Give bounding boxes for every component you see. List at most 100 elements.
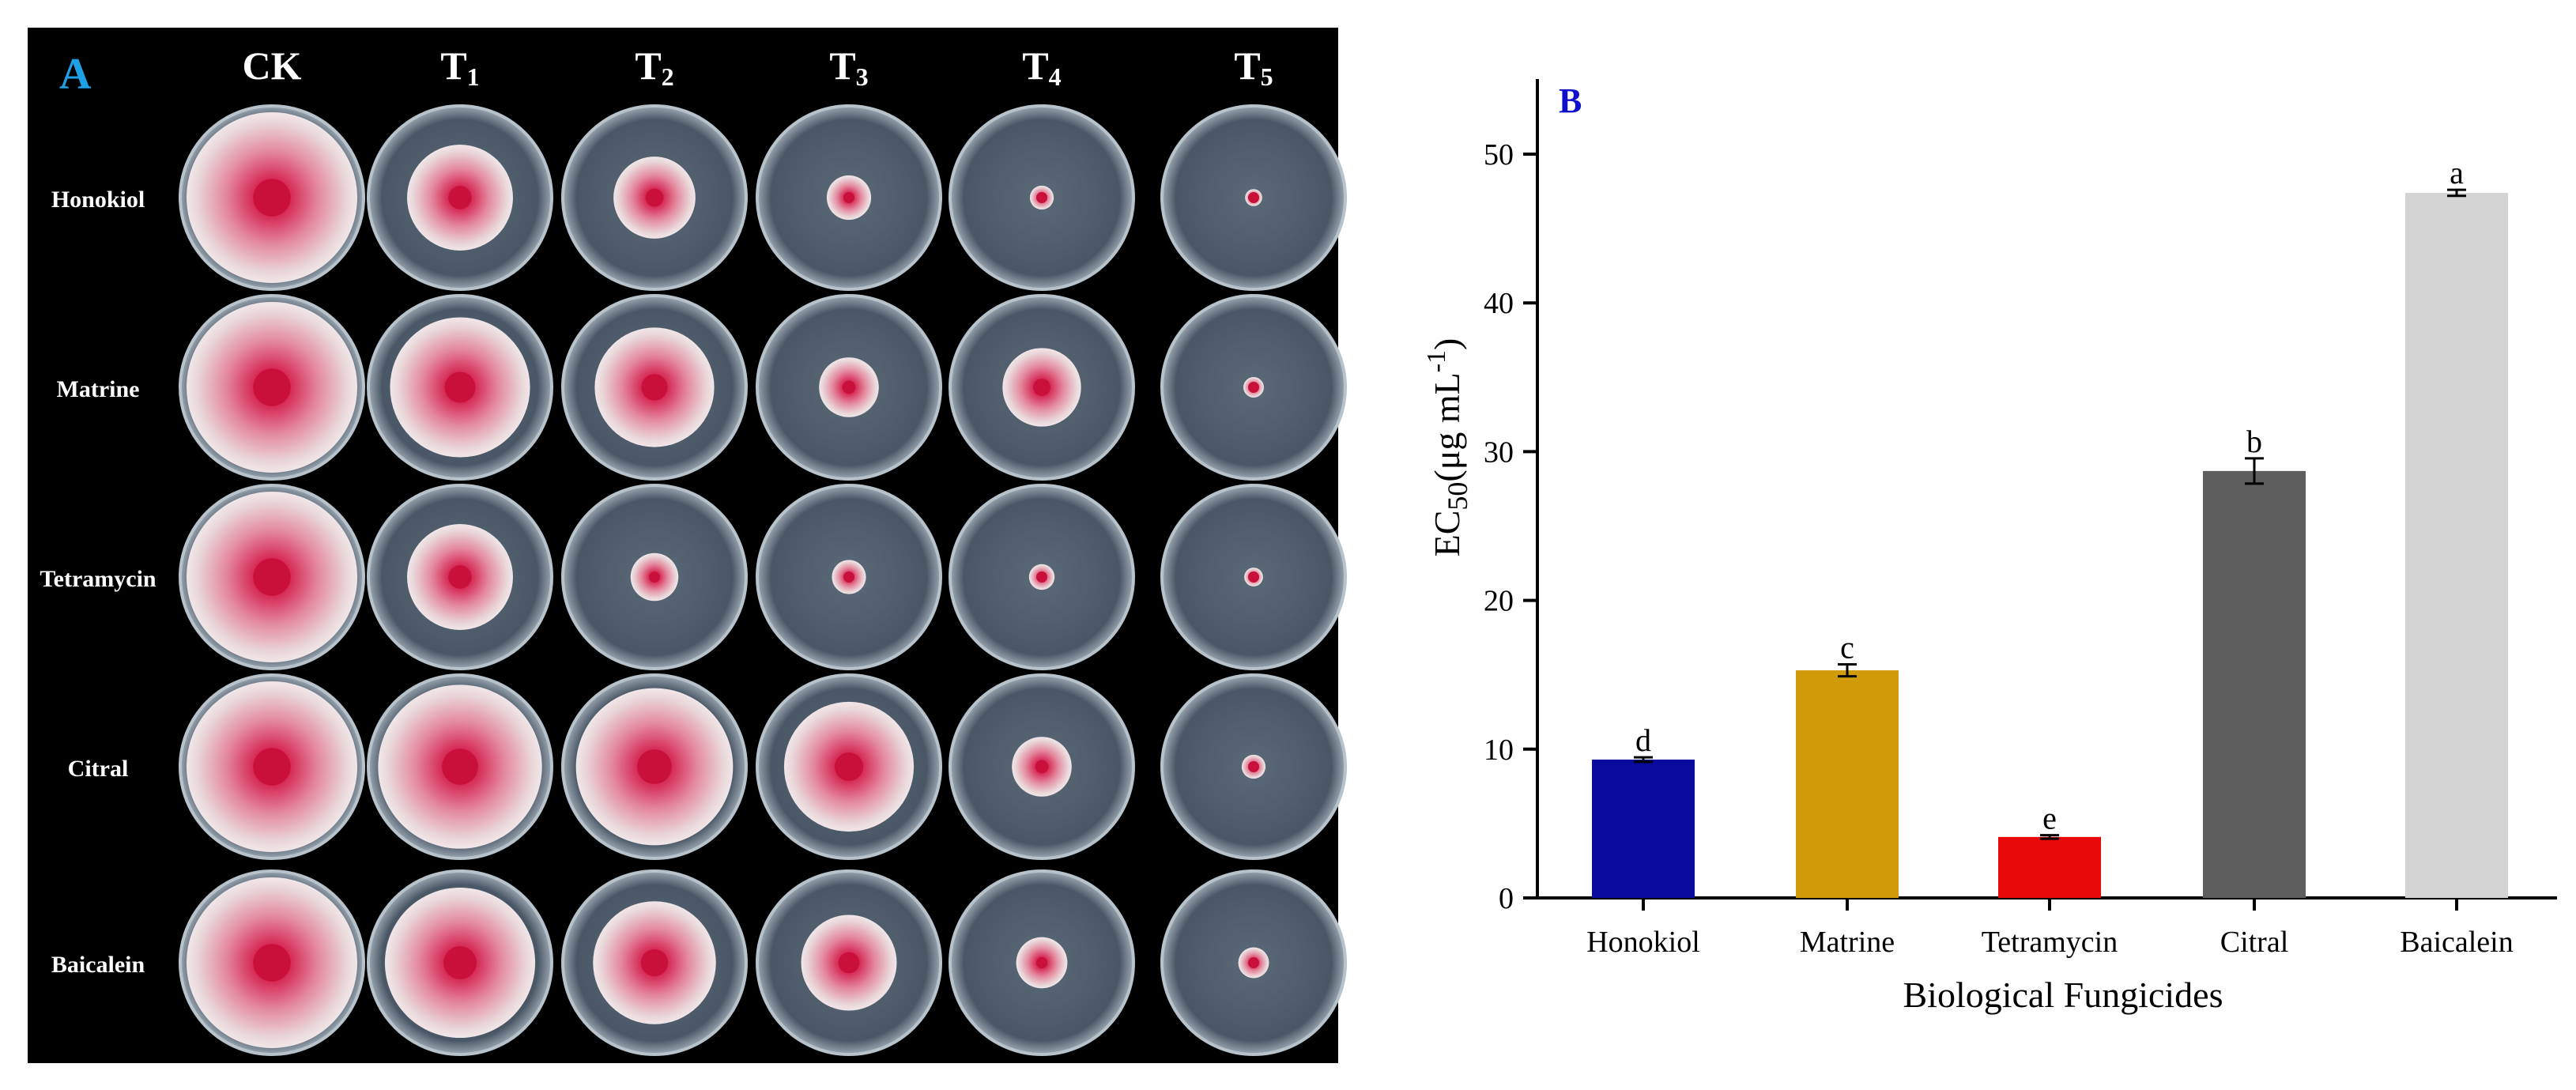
panel-b-bar-chart: B 0 10 20 30 40 50 d c e b a Honokiol Matrine Tetra… — [1422, 79, 2557, 1015]
y-label-close: ) — [1427, 338, 1467, 350]
plate-tetramycin-t4 — [949, 484, 1135, 670]
colony-center — [645, 188, 664, 207]
y-tick-label: 30 — [1484, 436, 1514, 469]
y-tick-label: 20 — [1484, 585, 1514, 618]
colony-center — [649, 571, 660, 583]
x-tick-label-citral: Citral — [2220, 926, 2289, 959]
plates — [179, 104, 1347, 1056]
plate-citral-t5 — [1160, 673, 1347, 860]
colony-center — [838, 952, 860, 974]
colony-center — [1035, 956, 1048, 969]
colony-center — [448, 565, 472, 589]
colony-center — [1248, 571, 1259, 583]
y-tick-label: 40 — [1484, 287, 1514, 320]
error-bar-tetramycin — [2040, 834, 2059, 840]
plate-baicalein-t4 — [949, 869, 1135, 1056]
column-header-ck: CK — [243, 43, 302, 88]
column-header-t3: T3 — [829, 43, 868, 91]
colony-center — [253, 368, 291, 406]
plate-matrine-t3 — [756, 294, 942, 481]
colony-center — [444, 372, 476, 403]
panel-b-label: B — [1559, 81, 1582, 120]
colony-center — [1248, 761, 1259, 772]
x-ticks: Honokiol Matrine Tetramycin Citral Baicalein — [1586, 898, 2514, 959]
bar-tetramycin — [1998, 836, 2101, 898]
panel-a-plate-grid: A CK T1 T2 T3 T4 T5 Honokiol Matrine Tetramycin… — [28, 28, 1347, 1063]
plate-citral-t2 — [561, 673, 748, 860]
plate-matrine-t1 — [367, 294, 553, 481]
plate-baicalein-t1 — [367, 869, 553, 1056]
colony-center — [253, 944, 291, 982]
colony-center — [637, 749, 672, 784]
error-bar-matrine — [1838, 663, 1857, 678]
bar-matrine — [1796, 670, 1899, 898]
colony-center — [843, 192, 854, 203]
row-label-matrine: Matrine — [57, 376, 140, 402]
colony-center — [1248, 957, 1259, 968]
bars: d c e b a — [1592, 155, 2508, 898]
plate-honokiol-ck — [179, 104, 365, 291]
plate-tetramycin-t1 — [367, 484, 553, 670]
plate-matrine-t2 — [561, 294, 748, 481]
column-header-t1: T1 — [440, 43, 479, 91]
colony-center — [843, 571, 854, 583]
column-header-t4: T4 — [1022, 43, 1061, 91]
colony-center — [641, 374, 668, 401]
y-label-text: (μg mL — [1427, 372, 1467, 481]
plate-honokiol-t3 — [756, 104, 942, 291]
colony-center — [834, 752, 864, 782]
plate-baicalein-t5 — [1160, 869, 1347, 1056]
plate-honokiol-t4 — [949, 104, 1135, 291]
significance-letter-baicalein: a — [2450, 155, 2464, 190]
colony-center — [1036, 192, 1047, 203]
row-labels: Honokiol Matrine Tetramycin Citral Baicalein — [40, 187, 157, 978]
colony-center — [448, 186, 472, 209]
plate-citral-t3 — [756, 673, 942, 860]
x-tick-label-tetramycin: Tetramycin — [1982, 926, 2118, 959]
y-tick-label: 10 — [1484, 734, 1514, 767]
colony-center — [1035, 760, 1049, 774]
colony-center — [443, 946, 477, 979]
error-bar-citral — [2245, 457, 2264, 485]
colony-center — [253, 558, 291, 596]
error-bar-honokiol — [1634, 756, 1653, 764]
plate-honokiol-t2 — [561, 104, 748, 291]
panel-a-label: A — [59, 50, 92, 99]
y-ticks: 0 10 20 30 40 50 — [1484, 138, 1537, 915]
y-tick-label: 50 — [1484, 138, 1514, 172]
row-label-tetramycin: Tetramycin — [40, 566, 157, 592]
plate-citral-ck — [179, 673, 365, 860]
plate-baicalein-ck — [179, 869, 365, 1056]
plate-honokiol-t5 — [1160, 104, 1347, 291]
colony-center — [442, 749, 478, 785]
x-tick-label-matrine: Matrine — [1800, 926, 1895, 959]
y-label-superscript: -1 — [1422, 350, 1451, 372]
significance-letter-tetramycin: e — [2042, 801, 2057, 836]
plate-tetramycin-t5 — [1160, 484, 1347, 670]
plate-matrine-t5 — [1160, 294, 1347, 481]
colony-center — [842, 380, 856, 394]
plate-citral-t1 — [367, 673, 553, 860]
significance-letter-honokiol: d — [1635, 722, 1651, 758]
x-tick-label-honokiol: Honokiol — [1586, 926, 1700, 959]
row-label-citral: Citral — [68, 756, 129, 782]
error-bar-baicalein — [2447, 188, 2466, 198]
plate-matrine-t4 — [949, 294, 1135, 481]
significance-letter-citral: b — [2246, 424, 2262, 459]
colony-center — [1033, 379, 1050, 396]
column-header-t2: T2 — [635, 43, 673, 91]
plate-baicalein-t2 — [561, 869, 748, 1056]
y-axis-label: EC50(μg mL-1) — [1422, 338, 1473, 557]
colony-center — [1248, 192, 1259, 203]
colony-center — [640, 949, 669, 977]
significance-letter-matrine: c — [1840, 630, 1854, 666]
plate-matrine-ck — [179, 294, 365, 481]
colony-center — [253, 748, 291, 786]
colony-center — [1036, 571, 1047, 583]
column-header-t5: T5 — [1234, 43, 1273, 91]
row-label-baicalein: Baicalein — [51, 952, 145, 978]
colony-center — [253, 179, 291, 217]
y-label-base: EC — [1427, 511, 1467, 557]
plate-honokiol-t1 — [367, 104, 553, 291]
